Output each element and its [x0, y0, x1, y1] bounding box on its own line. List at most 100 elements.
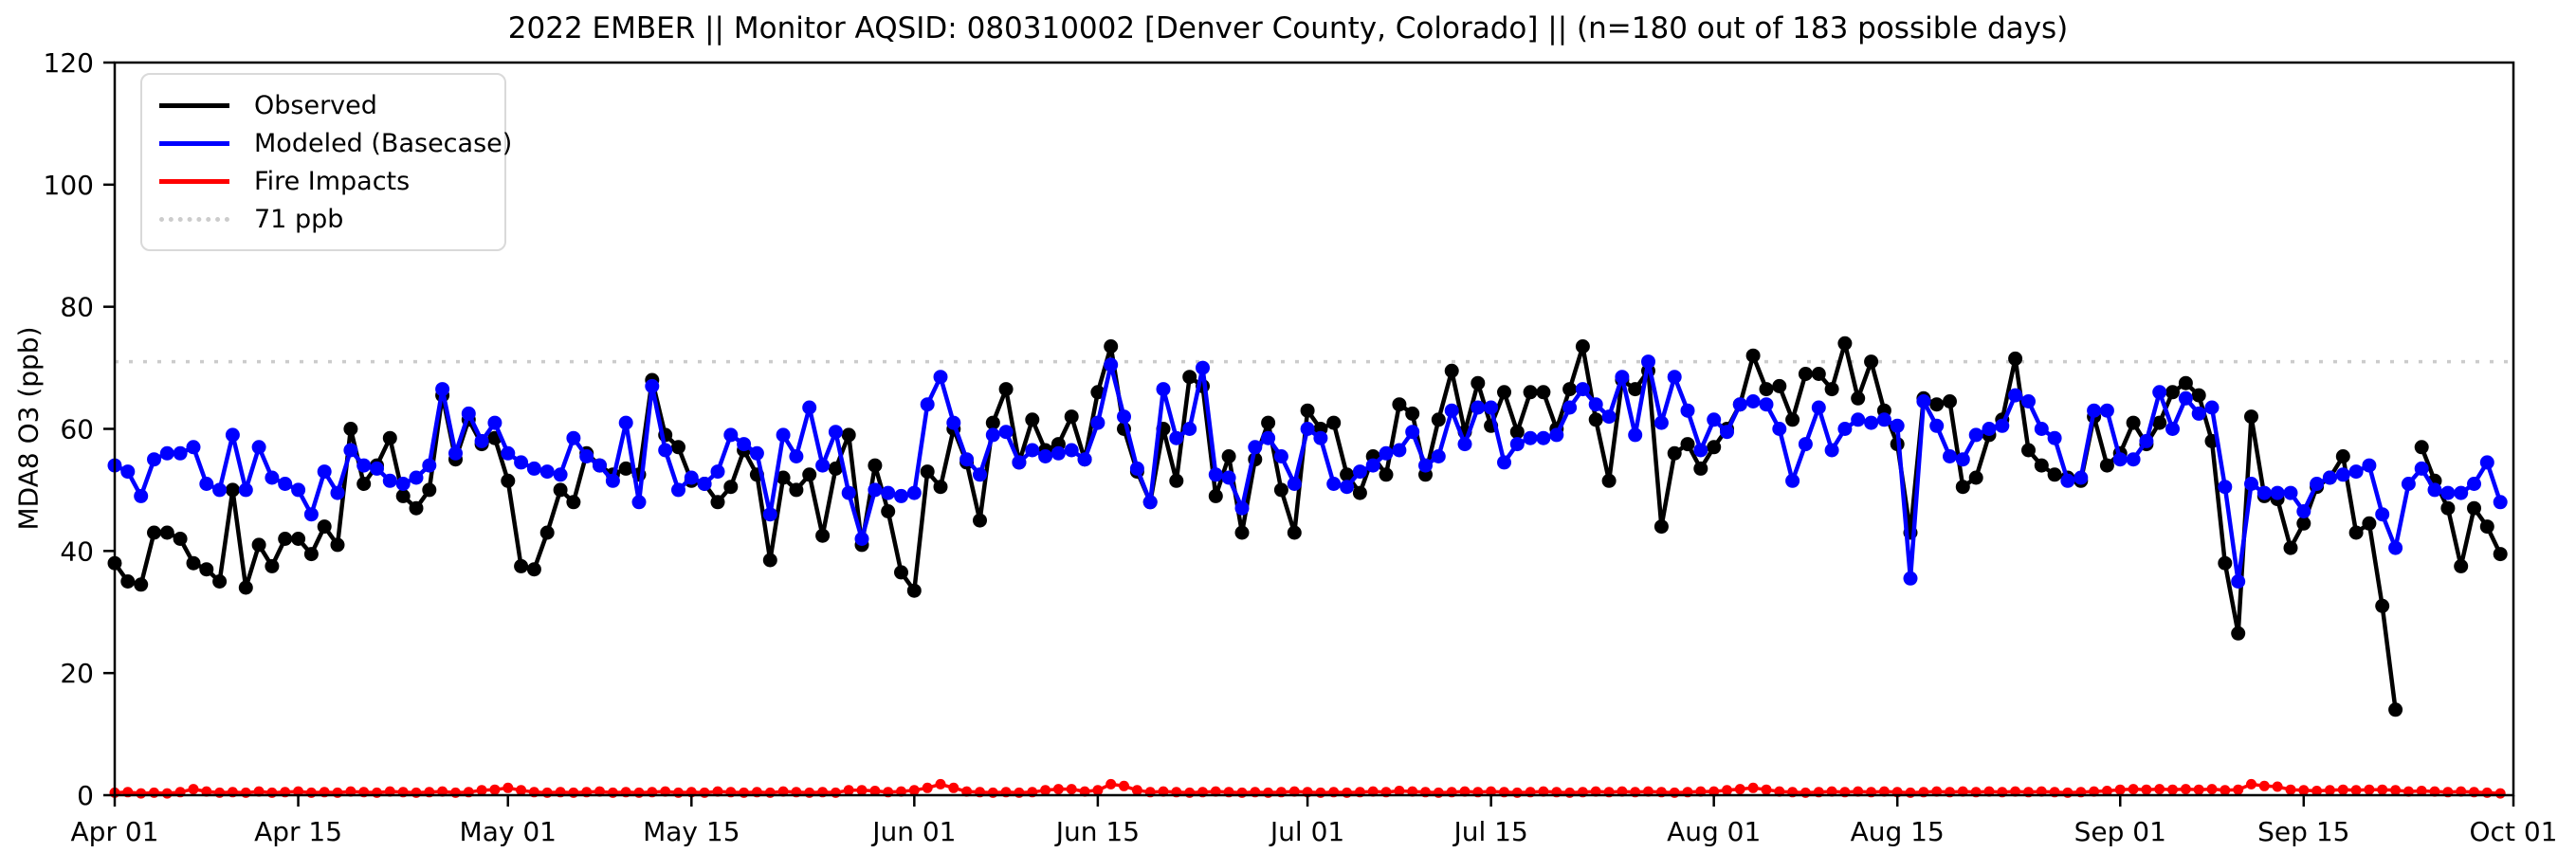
legend-label: Observed	[254, 90, 377, 120]
data-point	[1444, 403, 1459, 418]
data-point	[1562, 400, 1578, 415]
data-point	[1379, 445, 1394, 461]
data-point	[1066, 784, 1077, 795]
data-point	[1864, 354, 1879, 370]
chart-title: 2022 EMBER || Monitor AQSID: 080310002 […	[507, 11, 2069, 45]
data-point	[448, 445, 463, 461]
data-point	[906, 583, 922, 598]
data-point	[1273, 449, 1288, 463]
data-point	[1182, 370, 1197, 385]
data-point	[2440, 485, 2456, 500]
legend-item-observed: Observed	[142, 86, 504, 124]
data-point	[1890, 418, 1905, 433]
data-point	[2021, 443, 2036, 458]
data-point	[1785, 412, 1800, 427]
data-point	[1761, 784, 1772, 795]
data-point	[1119, 780, 1129, 791]
data-point	[815, 528, 831, 543]
data-point	[2126, 452, 2141, 467]
data-point	[1208, 488, 1223, 503]
data-point	[159, 525, 174, 540]
data-point	[697, 477, 712, 491]
data-point	[2112, 452, 2128, 467]
legend-label: Fire Impacts	[254, 166, 411, 196]
data-point	[1811, 367, 1826, 381]
data-point	[2479, 519, 2494, 535]
data-point	[1484, 400, 1499, 415]
data-point	[2139, 433, 2154, 448]
data-point	[684, 470, 699, 485]
data-point	[1104, 357, 1119, 372]
data-point	[579, 449, 594, 463]
data-point	[2021, 394, 2036, 408]
data-point	[1169, 430, 1184, 445]
data-point	[212, 482, 228, 498]
data-point	[526, 562, 541, 577]
data-point	[789, 449, 804, 463]
data-point	[134, 577, 149, 592]
data-point	[1653, 519, 1669, 535]
data-point	[2008, 388, 2023, 403]
data-point	[2218, 555, 2233, 571]
data-point	[1734, 784, 1745, 795]
data-point	[973, 467, 987, 482]
data-point	[1340, 467, 1355, 482]
data-point	[1444, 363, 1459, 378]
data-point	[723, 480, 739, 495]
data-point	[2272, 781, 2283, 792]
data-point	[1105, 778, 1117, 789]
y-tick-label: 0	[77, 780, 94, 811]
data-point	[251, 440, 266, 455]
data-point	[985, 427, 1000, 443]
data-point	[618, 415, 633, 430]
x-tick-label: Jul 15	[1452, 816, 1527, 847]
data-point	[2311, 786, 2323, 796]
data-point	[1077, 452, 1092, 467]
data-point	[317, 519, 332, 535]
legend-line-sample	[159, 102, 229, 108]
data-point	[1876, 412, 1891, 427]
data-point	[2296, 504, 2311, 518]
x-tick-label: May 15	[643, 816, 740, 847]
data-point	[1300, 403, 1315, 418]
x-tick-label: Jun 15	[1054, 816, 1140, 847]
data-point	[566, 430, 581, 445]
data-point	[2362, 516, 2377, 531]
data-point	[409, 470, 424, 485]
data-point	[841, 485, 856, 500]
data-point	[1090, 385, 1105, 400]
data-point	[539, 464, 555, 480]
data-point	[1824, 443, 1839, 458]
data-point	[1732, 397, 1747, 412]
data-point	[1575, 382, 1590, 397]
data-point	[356, 458, 372, 473]
data-point	[1471, 375, 1486, 390]
data-point	[2388, 702, 2403, 717]
data-point	[409, 500, 424, 516]
y-tick-label: 100	[44, 170, 94, 201]
data-point	[343, 443, 358, 458]
data-point	[1523, 430, 1538, 445]
data-point	[2350, 785, 2362, 796]
legend-item-71-ppb: 71 ppb	[142, 200, 504, 238]
data-point	[1509, 425, 1525, 440]
data-point	[868, 482, 883, 498]
data-point	[489, 784, 501, 795]
data-point	[1759, 382, 1774, 397]
legend-label: Modeled (Basecase)	[254, 128, 513, 158]
data-point	[1916, 394, 1931, 408]
data-point	[802, 400, 817, 415]
data-point	[212, 574, 228, 589]
data-point	[828, 461, 843, 476]
data-point	[959, 452, 975, 467]
data-point	[2231, 574, 2246, 589]
data-point	[1394, 786, 1405, 796]
data-point	[2348, 525, 2364, 540]
x-tick-label: Jun 01	[870, 816, 956, 847]
data-point	[147, 452, 161, 467]
data-point	[2034, 422, 2049, 436]
data-point	[1798, 367, 1813, 381]
y-tick-label: 120	[44, 47, 94, 79]
data-point	[671, 440, 685, 455]
